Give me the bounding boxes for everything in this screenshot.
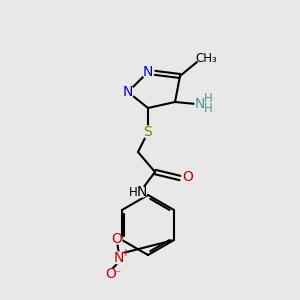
Circle shape bbox=[122, 86, 134, 98]
Text: H: H bbox=[204, 103, 212, 116]
Text: N: N bbox=[123, 85, 133, 99]
Text: S: S bbox=[144, 125, 152, 139]
Circle shape bbox=[112, 234, 122, 244]
Text: ⁻: ⁻ bbox=[116, 269, 121, 279]
Text: CH₃: CH₃ bbox=[195, 52, 217, 65]
Text: +: + bbox=[121, 248, 129, 258]
Text: N: N bbox=[143, 65, 153, 79]
Text: O: O bbox=[106, 267, 116, 281]
Circle shape bbox=[142, 126, 154, 138]
Text: H: H bbox=[204, 92, 212, 106]
Circle shape bbox=[198, 51, 214, 67]
Circle shape bbox=[195, 99, 205, 109]
Circle shape bbox=[137, 187, 147, 197]
Text: H: H bbox=[129, 185, 137, 199]
Circle shape bbox=[106, 269, 116, 279]
Circle shape bbox=[128, 187, 138, 197]
Circle shape bbox=[142, 66, 154, 78]
Circle shape bbox=[113, 252, 125, 264]
Text: O: O bbox=[183, 170, 194, 184]
Circle shape bbox=[182, 171, 194, 183]
Text: N: N bbox=[114, 251, 124, 265]
Text: O: O bbox=[112, 232, 122, 246]
Text: N: N bbox=[195, 97, 205, 111]
Text: N: N bbox=[137, 185, 147, 199]
